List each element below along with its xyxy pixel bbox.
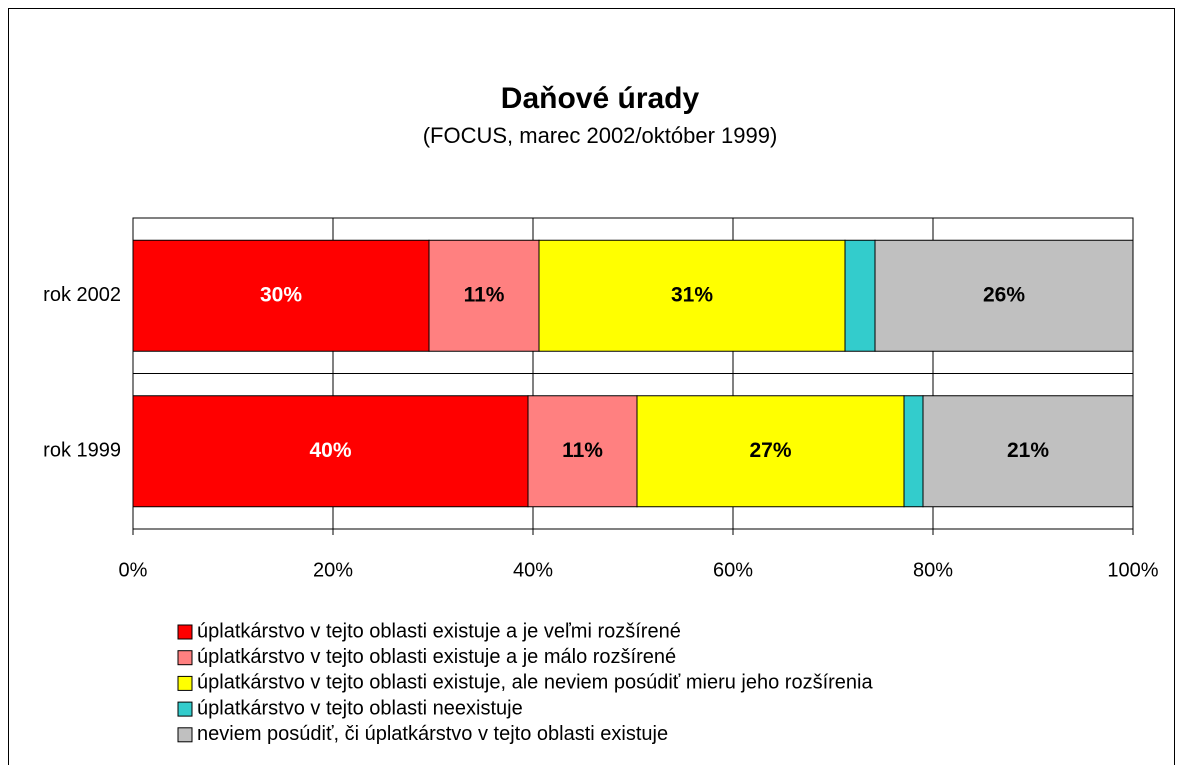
legend-swatch xyxy=(177,675,193,691)
bar-segment xyxy=(132,395,529,508)
data-label: 30% xyxy=(260,283,302,306)
data-label: 31% xyxy=(671,283,713,306)
bar-segment xyxy=(636,395,905,508)
x-tick-label: 40% xyxy=(513,559,553,581)
legend-swatch xyxy=(177,624,193,640)
legend-swatch xyxy=(177,701,193,717)
legend-label: úplatkárstvo v tejto oblasti existuje a … xyxy=(197,620,681,642)
legend-label: neviem posúdiť, či úplatkárstvo v tejto … xyxy=(197,723,668,745)
data-label: 26% xyxy=(983,283,1025,306)
legend-label: úplatkárstvo v tejto oblasti existuje a … xyxy=(197,646,676,668)
x-tick-label: 80% xyxy=(913,559,953,581)
x-tick-label: 0% xyxy=(119,559,148,581)
bar-segment xyxy=(922,395,1134,508)
bar-segment xyxy=(903,395,924,508)
bar-segment xyxy=(874,239,1134,352)
legend-label: úplatkárstvo v tejto oblasti existuje, a… xyxy=(197,672,873,694)
bar-segment xyxy=(844,239,876,352)
y-tick-label: rok 1999 xyxy=(43,440,121,462)
data-label: 27% xyxy=(749,439,791,462)
x-tick-label: 20% xyxy=(313,559,353,581)
x-tick-label: 60% xyxy=(713,559,753,581)
chart-subtitle: (FOCUS, marec 2002/október 1999) xyxy=(423,123,778,148)
legend-label: úplatkárstvo v tejto oblasti neexistuje xyxy=(197,697,523,719)
y-tick-label: rok 2002 xyxy=(43,284,121,306)
legend-swatch xyxy=(177,650,193,666)
data-label: 40% xyxy=(309,439,351,462)
data-label: 21% xyxy=(1007,439,1049,462)
bar-segment xyxy=(538,239,846,352)
data-label: 11% xyxy=(562,439,603,462)
data-label: 11% xyxy=(464,283,505,306)
bar-segment xyxy=(132,239,430,352)
x-tick-label: 100% xyxy=(1107,559,1158,581)
bar-segment xyxy=(527,395,638,508)
bar-segment xyxy=(428,239,540,352)
legend-swatch xyxy=(177,727,193,743)
chart-title: Daňové úrady xyxy=(501,82,700,115)
